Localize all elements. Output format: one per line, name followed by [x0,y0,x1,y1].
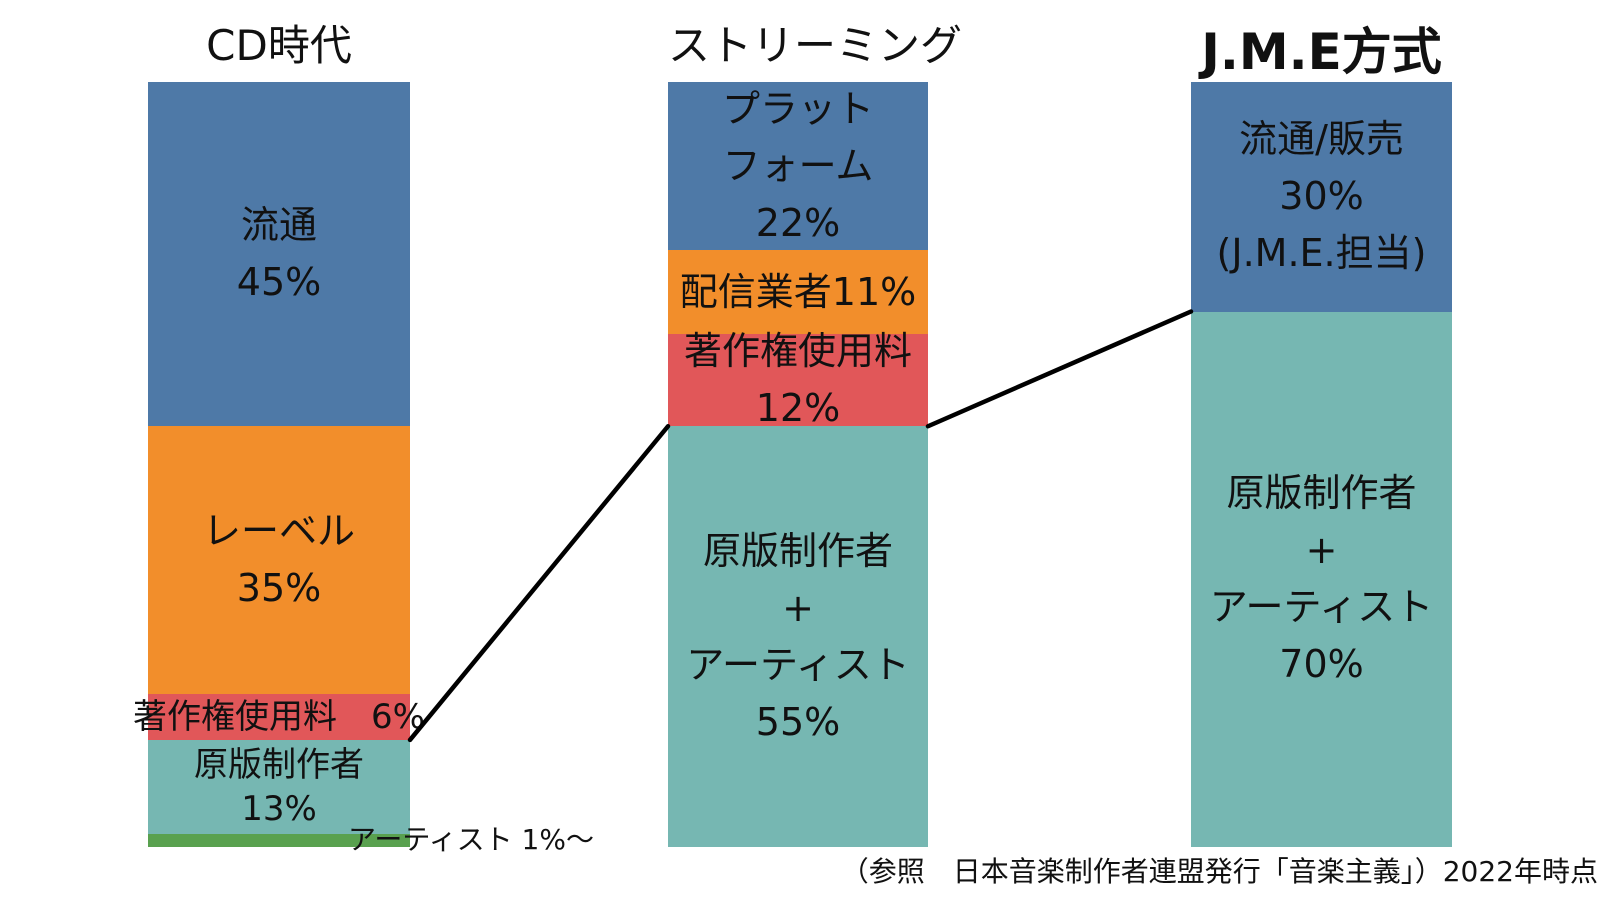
bar-title-jme: J.M.E方式 [1201,23,1442,81]
plus-sign: + [782,585,814,630]
stacked-bar-cd-era: 流通 45% レーベル 35% 著作権使用料 6% 原版制作者 13% [133,82,425,847]
segment-label: アーティスト [1209,585,1434,630]
segment-value: 22% [755,200,841,245]
connector-line [407,424,671,743]
segment-value: 12% [755,386,841,431]
segment-label: 配信業者11% [679,269,917,314]
stacked-bar-jme: 流通/販売 30% (J.M.E.担当) 原版制作者 + アーティスト 70% [1191,82,1452,847]
bar-title-streaming: ストリーミング [668,21,963,70]
segment-value: 70% [1279,642,1364,687]
segment-label: 著作権使用料 6% [133,696,425,737]
segment-master-producer: 原版制作者 13% [148,739,410,834]
segment-distribution: 流通 45% [148,82,410,427]
segment-label: フォーム [722,143,874,188]
segment-label: 原版制作者 [702,528,893,573]
segment-label: レーベル [202,509,355,554]
segment-master-producer-artist: 原版制作者 + アーティスト 55% [668,426,928,847]
segment-label: 原版制作者 [194,744,364,785]
segment-label: 著作権使用料 [683,329,912,374]
segment-value: 45% [236,260,322,305]
segment-value: 13% [241,788,317,829]
segment-artist [148,833,410,847]
connector-line [925,309,1194,429]
segment-master-producer-artist: 原版制作者 + アーティスト 70% [1191,311,1452,847]
segment-label: アーティスト [686,642,910,687]
stacked-bar-streaming: プラット フォーム 22% 配信業者11% 著作権使用料 12% 原版制作者 +… [668,82,928,847]
segment-value: 35% [236,566,322,611]
plus-sign: + [1305,528,1338,573]
segment-note: (J.M.E.担当) [1216,231,1427,276]
segment-copyright-royalty: 著作権使用料 6% [133,694,425,740]
segment-value: 30% [1279,174,1364,219]
segment-label: 原版制作者 [1226,471,1417,516]
segment-value: 55% [755,699,841,744]
segment-label: 流通 [240,203,317,248]
artist-slice-label: アーティスト 1%～ [348,823,594,856]
bar-title-cd-era: CD時代 [206,21,352,70]
segment-distributor: 配信業者11% [668,250,928,335]
source-footnote: （参照 日本音楽制作者連盟発行「音楽主義」）2022年時点 [840,855,1598,888]
segment-label: 流通/販売 [1239,117,1404,162]
segment-platform: プラット フォーム 22% [668,82,928,251]
segment-label-company: レーベル 35% [148,426,410,694]
segment-label: プラット [721,86,874,131]
segment-copyright-royalty: 著作権使用料 12% [668,329,928,430]
segment-distribution-sales: 流通/販売 30% (J.M.E.担当) [1191,82,1452,312]
